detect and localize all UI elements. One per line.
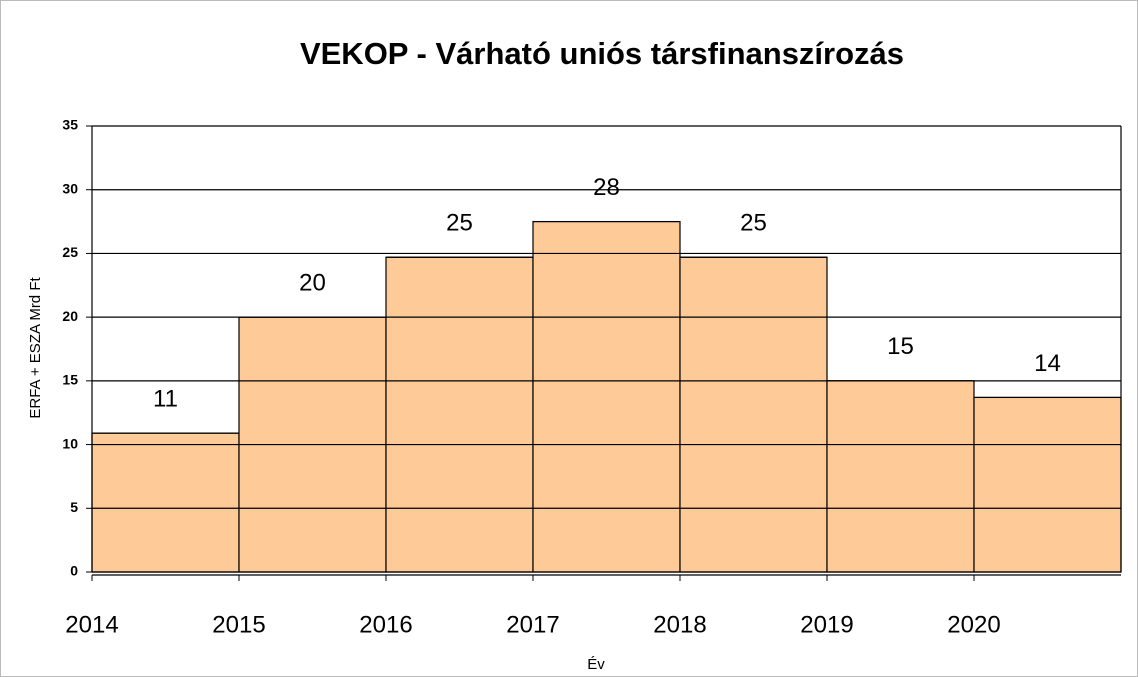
y-tick-label: 0: [70, 563, 78, 579]
step-area: [385, 256, 534, 573]
value-label: 14: [1034, 350, 1061, 377]
x-tick-label: 2015: [212, 611, 265, 638]
x-axis-label: Év: [587, 656, 605, 673]
y-axis-label: ERFA + ESZA Mrd Ft: [27, 277, 44, 419]
x-tick-label: 2014: [65, 611, 118, 638]
y-tick-label: 20: [62, 308, 78, 324]
chart-title: VEKOP - Várható uniós társfinanszírozás: [300, 36, 904, 71]
y-tick-label: 25: [62, 244, 78, 260]
y-tick-label: 15: [62, 372, 78, 388]
x-tick-label: 2017: [506, 611, 559, 638]
x-tick-label: 2020: [947, 611, 1000, 638]
value-label: 25: [740, 210, 767, 237]
y-tick-label: 5: [70, 499, 78, 515]
value-label: 20: [299, 269, 326, 296]
y-tick-label: 30: [62, 180, 78, 196]
step-area: [91, 432, 240, 573]
value-label: 25: [446, 210, 473, 237]
x-tick-label: 2018: [653, 611, 706, 638]
value-label: 15: [887, 333, 914, 360]
step-area: [532, 220, 681, 573]
y-tick-label: 10: [62, 435, 78, 451]
value-label: 11: [153, 385, 178, 412]
x-tick-label: 2016: [359, 611, 412, 638]
step-area: [679, 256, 828, 573]
step-area: [973, 396, 1122, 573]
step-area: [826, 380, 975, 573]
x-tick-label: 2019: [800, 611, 853, 638]
y-tick-label: 35: [62, 117, 78, 133]
value-label: 28: [593, 174, 620, 201]
